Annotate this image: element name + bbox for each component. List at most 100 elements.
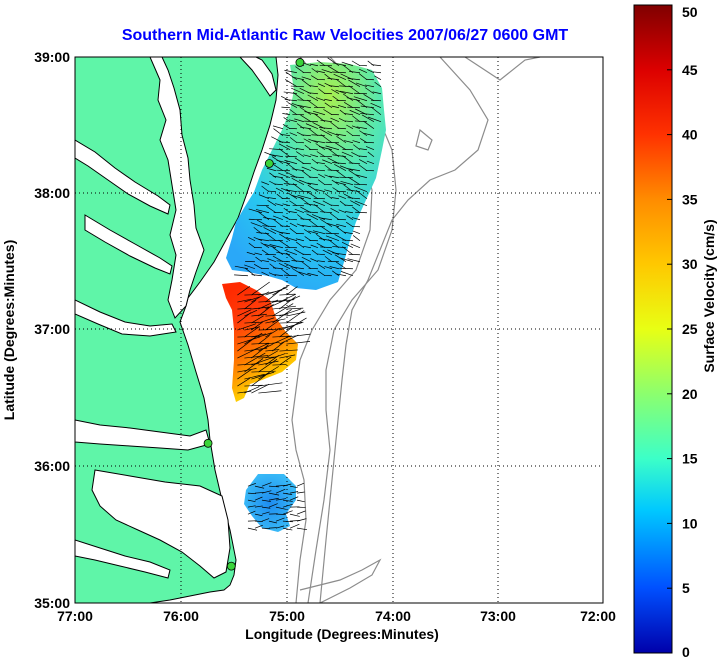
velocity-patch-hatteras bbox=[244, 474, 296, 532]
velocity-vector bbox=[320, 218, 333, 228]
velocity-vector bbox=[311, 68, 319, 74]
velocity-vector bbox=[334, 164, 347, 172]
velocity-vector bbox=[296, 241, 305, 249]
velocity-vector bbox=[291, 168, 305, 172]
velocity-vector bbox=[267, 197, 277, 200]
velocity-vector bbox=[253, 263, 263, 270]
velocity-vector bbox=[310, 166, 319, 172]
velocity-vector bbox=[307, 99, 319, 109]
velocity-vector bbox=[251, 372, 270, 387]
velocity-vector bbox=[345, 221, 354, 228]
velocity-vector bbox=[248, 242, 256, 249]
velocity-vector bbox=[296, 223, 305, 228]
velocity-vector bbox=[332, 270, 340, 277]
velocity-vector bbox=[278, 239, 291, 249]
velocity-vector bbox=[254, 492, 264, 494]
velocity-vector bbox=[304, 120, 318, 123]
velocity-vector bbox=[258, 304, 274, 317]
velocity-vector bbox=[265, 350, 279, 359]
colorbar-tick-label: 15 bbox=[682, 451, 698, 467]
velocity-vector bbox=[244, 352, 266, 366]
velocity-vector bbox=[324, 266, 333, 270]
velocity-vector bbox=[317, 169, 325, 172]
velocity-vector bbox=[237, 323, 257, 331]
velocity-vector bbox=[301, 261, 312, 270]
velocity-vector bbox=[346, 124, 354, 130]
velocity-vector bbox=[296, 482, 305, 487]
james-river bbox=[75, 299, 177, 337]
velocity-vector bbox=[303, 138, 312, 144]
velocity-vector bbox=[289, 218, 297, 221]
velocity-vector bbox=[339, 165, 354, 172]
velocity-vector bbox=[340, 90, 354, 95]
velocity-vector bbox=[283, 274, 297, 277]
velocity-vector bbox=[371, 64, 382, 67]
velocity-vector bbox=[301, 170, 312, 179]
velocity-vector bbox=[294, 208, 305, 214]
velocity-vector bbox=[317, 260, 326, 263]
velocity-vector bbox=[258, 300, 282, 303]
velocity-vector bbox=[295, 238, 305, 242]
velocity-vector bbox=[279, 293, 297, 303]
chesapeake-bay bbox=[149, 57, 205, 319]
velocity-vector bbox=[264, 243, 277, 249]
velocity-vector bbox=[319, 146, 333, 151]
velocity-vector bbox=[307, 92, 318, 95]
velocity-vector bbox=[268, 503, 278, 508]
velocity-vector bbox=[269, 154, 284, 158]
velocity-vector bbox=[311, 158, 319, 165]
velocity-vector bbox=[291, 177, 305, 186]
colorbar-tick-label: 50 bbox=[682, 4, 698, 20]
velocity-vector bbox=[335, 78, 347, 88]
velocity-vector bbox=[315, 233, 326, 242]
velocity-vector bbox=[333, 73, 347, 81]
velocity-vector bbox=[272, 164, 284, 172]
velocity-vector bbox=[246, 251, 256, 256]
velocity-vector bbox=[265, 298, 288, 310]
velocity-vector bbox=[265, 328, 280, 338]
velocity-vector bbox=[258, 343, 273, 352]
velocity-vector bbox=[282, 215, 291, 221]
velocity-vector bbox=[258, 317, 275, 324]
velocity-vector bbox=[258, 382, 283, 387]
velocity-vector bbox=[351, 217, 361, 221]
velocity-vector bbox=[359, 155, 367, 158]
velocity-vector bbox=[255, 256, 263, 263]
velocity-vector bbox=[261, 506, 271, 509]
velocity-vector bbox=[265, 349, 280, 352]
velocity-vector bbox=[247, 505, 256, 508]
map-content bbox=[75, 57, 603, 603]
velocity-vector bbox=[244, 386, 260, 394]
x-tick-label: 74:00 bbox=[375, 608, 411, 624]
y-tick-label: 39:00 bbox=[34, 49, 70, 65]
velocity-vector bbox=[322, 200, 333, 207]
velocity-vector bbox=[283, 117, 291, 123]
velocity-vector bbox=[265, 286, 285, 303]
velocity-vector bbox=[272, 336, 289, 345]
velocity-vector bbox=[327, 57, 340, 67]
velocity-vector bbox=[339, 257, 354, 263]
velocity-vector bbox=[296, 527, 308, 531]
velocity-vector bbox=[279, 354, 296, 359]
colorbar bbox=[633, 4, 673, 654]
x-axis-label: Longitude (Degrees:Minutes) bbox=[245, 626, 439, 642]
velocity-vector bbox=[272, 335, 292, 338]
velocity-vector bbox=[289, 485, 298, 488]
velocity-vector bbox=[251, 383, 270, 394]
velocity-vector bbox=[366, 160, 375, 165]
velocity-vector bbox=[254, 513, 263, 517]
velocity-vector bbox=[278, 141, 290, 144]
velocity-vector bbox=[296, 499, 305, 503]
velocity-vector bbox=[348, 85, 361, 95]
velocity-vector bbox=[320, 225, 333, 235]
velocity-vector bbox=[352, 230, 361, 235]
velocity-vector bbox=[258, 358, 278, 373]
velocity-vector bbox=[324, 193, 333, 200]
velocity-vector bbox=[254, 496, 263, 501]
velocity-vector bbox=[323, 109, 333, 116]
velocity-vector bbox=[370, 102, 382, 109]
velocity-vector bbox=[308, 128, 319, 137]
velocity-vector bbox=[317, 83, 326, 88]
velocity-vector bbox=[282, 520, 293, 523]
velocity-vector bbox=[247, 483, 256, 487]
